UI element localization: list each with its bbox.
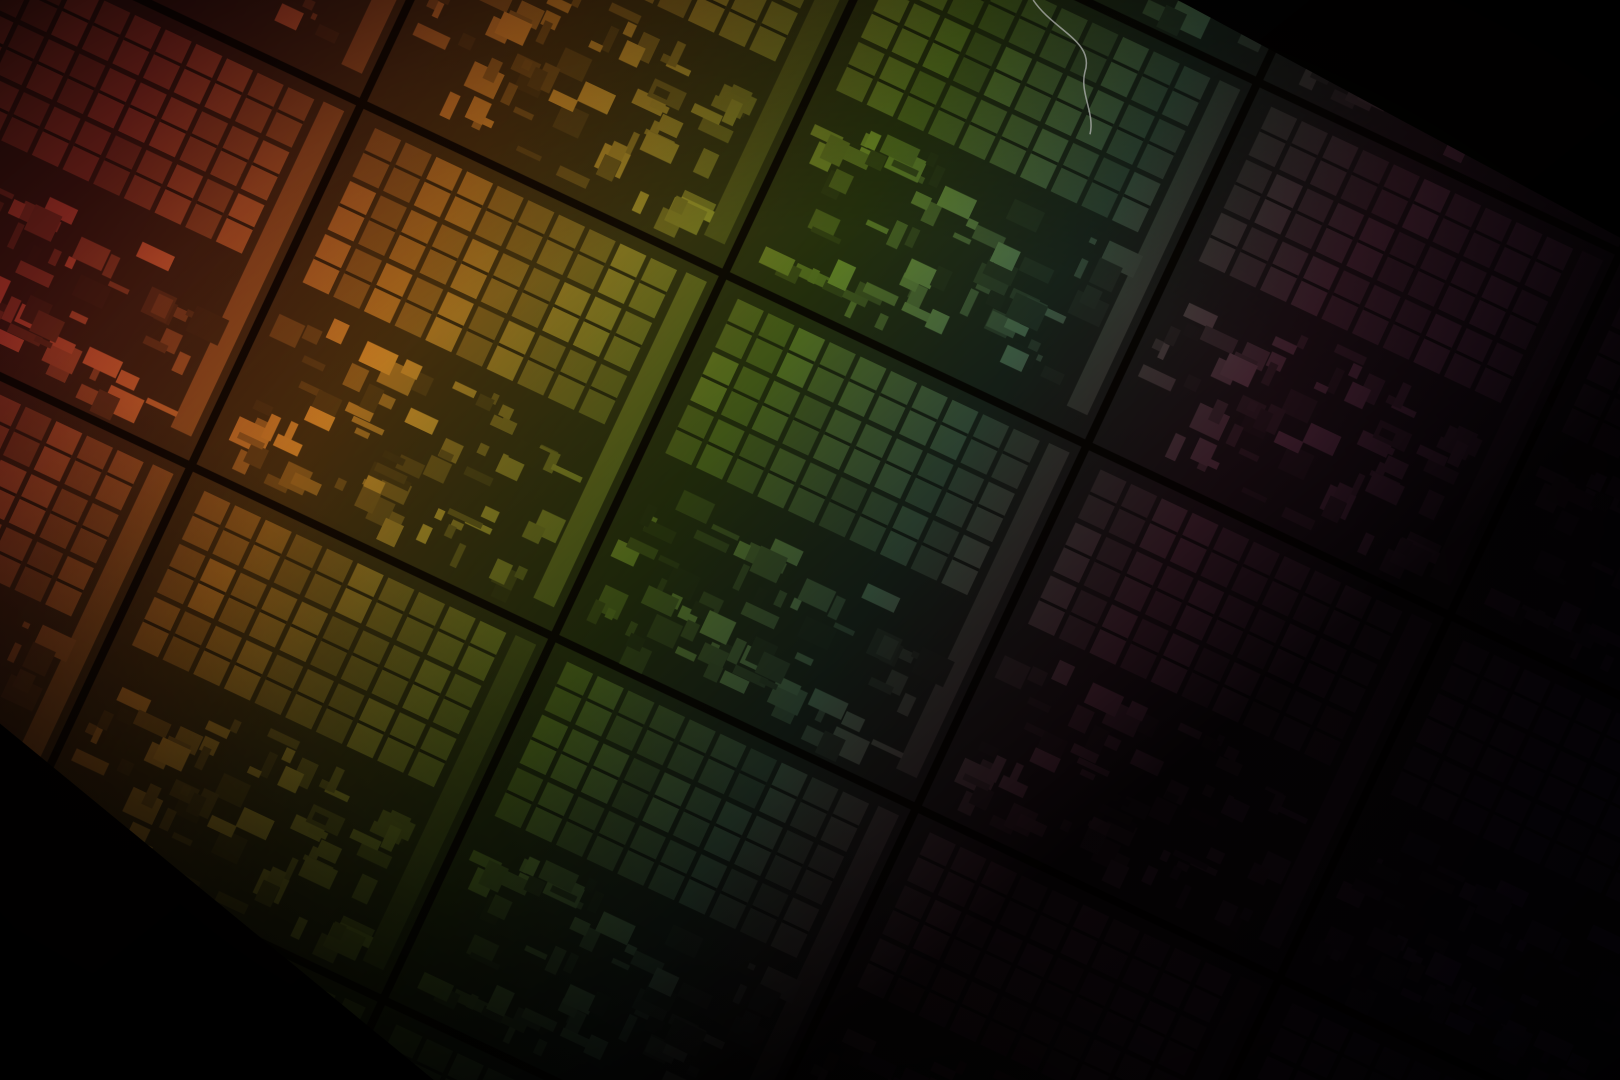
stray-fiber — [1032, 0, 1092, 135]
